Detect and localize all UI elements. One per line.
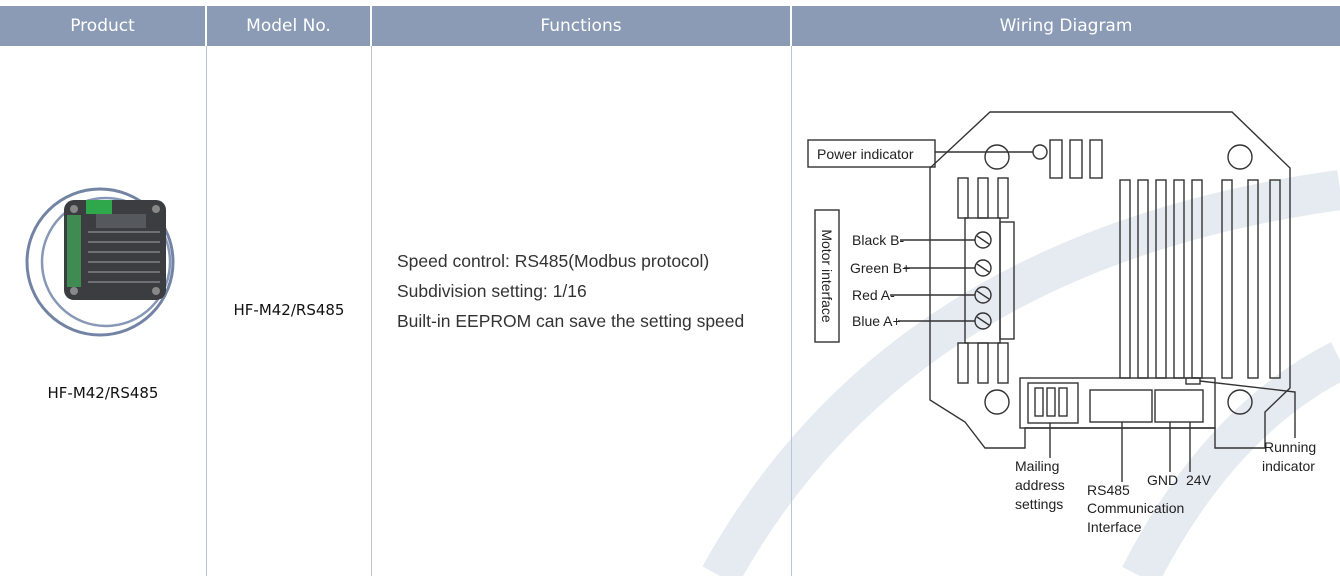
label-line: address [1015, 477, 1065, 493]
wire-label: Red A- [852, 287, 895, 303]
wire-label: Green B+ [850, 260, 910, 276]
running-label: Running indicator [1262, 439, 1320, 474]
column-border [206, 46, 207, 576]
function-line: Built-in EEPROM can save the setting spe… [397, 311, 745, 331]
wire-label: Black B- [852, 232, 904, 248]
label-line: Communication [1087, 500, 1184, 516]
product-image [25, 187, 175, 337]
function-line: Speed control: RS485(Modbus protocol) [397, 251, 710, 271]
label-line: settings [1015, 496, 1063, 512]
label-line: indicator [1262, 458, 1315, 474]
wire-label: Blue A+ [852, 313, 901, 329]
label-line: Running [1264, 439, 1316, 455]
motor-interface: Motor interface [819, 229, 835, 323]
header-cell: Wiring Diagram [792, 6, 1340, 46]
column-border [371, 46, 372, 576]
header-cell: Functions [372, 6, 790, 46]
label-line: Interface [1087, 519, 1142, 535]
mailing-label: Mailing address settings [1015, 458, 1069, 512]
column-border [791, 46, 792, 576]
product-name: HF-M42/RS485 [47, 384, 159, 402]
functions: Speed control: RS485(Modbus protocol) Su… [397, 246, 772, 336]
wiring-diagram: Power indicator Motor interface Black B-… [807, 111, 1320, 535]
gnd-label: GND [1147, 472, 1178, 488]
header-cell: Product [0, 6, 205, 46]
power-indicator: Power indicator [817, 146, 914, 162]
v24-label: 24V [1186, 472, 1212, 488]
model-no: HF-M42/RS485 [233, 301, 345, 319]
label-line: RS485 [1087, 482, 1130, 498]
rs485-label: RS485 Communication Interface [1087, 482, 1188, 535]
function-line: Subdivision setting: 1/16 [397, 281, 587, 301]
header-cell: Model No. [207, 6, 370, 46]
label-line: Mailing [1015, 458, 1059, 474]
